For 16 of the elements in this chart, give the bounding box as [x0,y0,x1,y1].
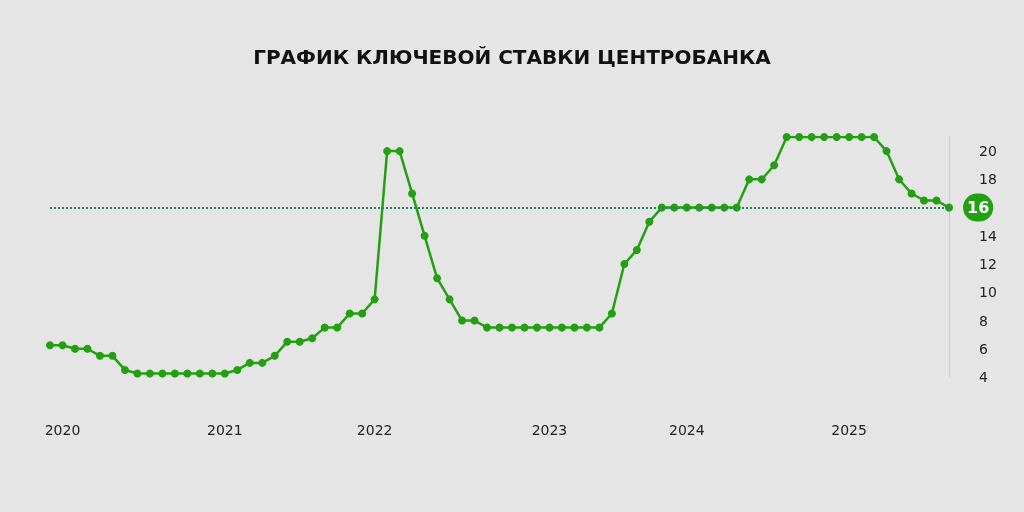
y-tick-label: 14 [979,227,997,244]
y-tick-label: 4 [979,369,988,385]
ref-line-label: 16 [967,198,990,218]
y-tick-label: 6 [979,340,988,357]
chart-title: ГРАФИК КЛЮЧЕВОЙ СТАВКИ ЦЕНТРОБАНКА [253,45,772,69]
y-tick-label: 8 [979,312,988,329]
y-tick-label: 10 [979,284,997,301]
x-tick-label: 2020 [44,422,81,438]
x-tick-label: 2021 [206,422,243,438]
y-tick-label: 12 [979,256,997,273]
x-tick-label: 2025 [831,422,867,438]
x-tick-label: 2022 [356,422,393,438]
x-tick-label: 2024 [668,422,705,438]
y-tick-label: 18 [979,171,997,188]
x-tick-label: 2023 [531,422,568,438]
y-tick-label: 20 [979,143,997,160]
